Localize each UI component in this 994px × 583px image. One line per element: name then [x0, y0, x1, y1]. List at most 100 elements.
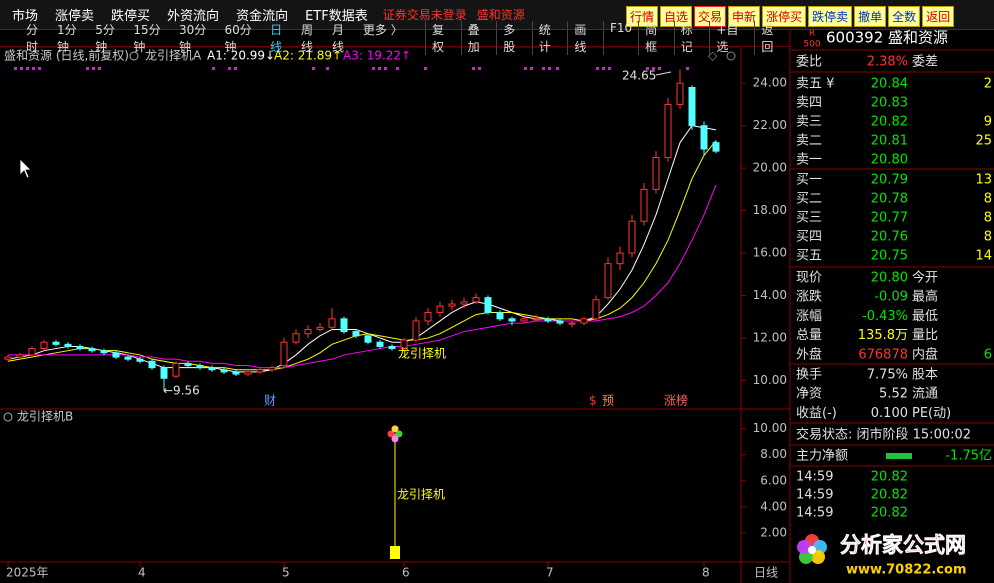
candle-body: [52, 341, 60, 345]
candle-body: [124, 356, 132, 360]
candle-body: [100, 350, 108, 354]
candle-body: [16, 354, 24, 358]
period-tab[interactable]: 15分钟: [133, 23, 161, 54]
menu-button[interactable]: 撤单: [854, 6, 887, 27]
period-tab[interactable]: 5分钟: [95, 23, 115, 54]
menu-button[interactable]: 跌停卖: [808, 6, 853, 27]
y-tick-label: 6.00: [760, 473, 787, 487]
period-tab[interactable]: 更多 〉: [362, 23, 403, 37]
ma-line: [7, 140, 717, 371]
mouse-cursor: [19, 158, 32, 179]
period-tab[interactable]: 30分钟: [178, 23, 207, 54]
event-tag: 预: [602, 394, 614, 408]
tool-button[interactable]: 多股: [496, 21, 532, 55]
tool-button[interactable]: 简框: [638, 21, 674, 55]
quote-text: 卖一: [796, 153, 822, 168]
period-tab[interactable]: 60分钟: [224, 23, 252, 54]
period-tab[interactable]: 月线: [331, 23, 344, 54]
login-status[interactable]: 证券交易未登录: [382, 8, 467, 22]
legend-entry: A1: 20.99↓: [207, 49, 275, 63]
candle-body: [520, 318, 528, 322]
menu-item[interactable]: 市场: [12, 9, 39, 24]
period-tab[interactable]: 1分钟: [56, 23, 77, 54]
period-label: 日线: [754, 566, 778, 580]
tool-button[interactable]: +自选: [709, 21, 754, 55]
signal-dot: [312, 67, 315, 70]
tool-button[interactable]: F10: [602, 21, 638, 55]
candle-body: [136, 358, 144, 362]
tool-button[interactable]: 叠加: [460, 21, 497, 55]
quote-text: 买二: [796, 192, 822, 207]
candle-body: [64, 343, 72, 347]
signal-dot: [326, 67, 329, 70]
quote-text: 最低: [912, 309, 938, 324]
menu-button[interactable]: 申新: [728, 6, 761, 27]
menu-button[interactable]: 涨停买: [762, 6, 807, 27]
quote-text: PE(动): [912, 406, 951, 421]
candle-body: [364, 335, 372, 343]
signal-dot: [524, 67, 527, 70]
signal-dot: [596, 67, 599, 70]
quote-text: 现价: [796, 271, 822, 286]
menu-item[interactable]: 资金流向: [236, 9, 289, 24]
watermark-url: www.70822.com: [846, 563, 967, 578]
candle-body: [40, 341, 48, 350]
period-group: 分时 1分钟 5分钟 15分钟 30分钟 60分钟 日线 周线 月线 更多 〉: [22, 21, 405, 55]
quote-text: 20.76: [871, 230, 908, 245]
logo-petal: [811, 550, 825, 564]
menu-item[interactable]: 跌停买: [111, 9, 151, 24]
candle-body: [640, 188, 648, 222]
quote-text: 14:59: [796, 488, 833, 503]
x-tick-label: 2025年: [6, 566, 49, 580]
quote-text: 20.83: [871, 96, 908, 111]
ma-line: [8, 184, 717, 369]
signal-dot: [686, 67, 689, 70]
y-tick-label: 24.00: [753, 76, 787, 90]
menu-button[interactable]: 自选: [660, 6, 693, 27]
period-tab[interactable]: 分时: [26, 23, 39, 54]
quote-text: 净资: [796, 387, 822, 402]
period-tab[interactable]: 日线: [270, 23, 283, 54]
candle-body: [304, 328, 312, 335]
signal-dot: [472, 67, 475, 70]
signal-dot: [530, 67, 533, 70]
x-tick-label: 4: [138, 566, 146, 580]
candle-body: [496, 311, 504, 320]
candle-body: [292, 333, 300, 343]
menu-item[interactable]: 涨停卖: [55, 9, 95, 24]
logo-core: [808, 546, 816, 554]
quote-text: 交易状态: 闭市阶段 15:00:02: [796, 427, 971, 443]
menu-button[interactable]: 行情: [626, 6, 659, 27]
menu-item[interactable]: ETF数据表: [305, 9, 368, 24]
period-tab[interactable]: 周线: [301, 23, 314, 54]
menu-item[interactable]: 外资流向: [167, 9, 220, 24]
quote-text: 涨幅: [796, 309, 822, 324]
tool-button[interactable]: 标记: [673, 21, 710, 55]
menu-button[interactable]: 返回: [922, 6, 955, 27]
high-label: 24.65: [622, 69, 656, 83]
y-tick-label: 2.00: [760, 525, 787, 539]
signal-dot: [32, 67, 35, 70]
quote-text: 8: [984, 211, 992, 226]
tool-button[interactable]: 统计: [531, 21, 568, 55]
candle-body: [592, 299, 600, 320]
tool-button[interactable]: 复权: [425, 21, 461, 55]
menu-button[interactable]: 全数: [888, 6, 921, 27]
candle-body: [460, 301, 468, 305]
candle-body: [652, 157, 660, 190]
watermark-title: 分析家公式网: [840, 533, 966, 557]
quote-text: 今开: [912, 270, 938, 286]
quote-text: 20.82: [871, 470, 908, 485]
candle-body: [472, 297, 480, 303]
signal-base: [390, 546, 400, 559]
logo-petal: [797, 540, 811, 554]
stock-name[interactable]: 盛和资源: [476, 8, 525, 22]
tool-button[interactable]: 画线: [567, 21, 603, 55]
quote-text: 买五: [796, 249, 822, 264]
signal-dot: [372, 67, 375, 70]
tool-button[interactable]: 返回: [754, 21, 790, 55]
signal-icon: [395, 430, 403, 438]
quote-text: 量比: [912, 328, 938, 343]
candle-body: [268, 367, 276, 371]
